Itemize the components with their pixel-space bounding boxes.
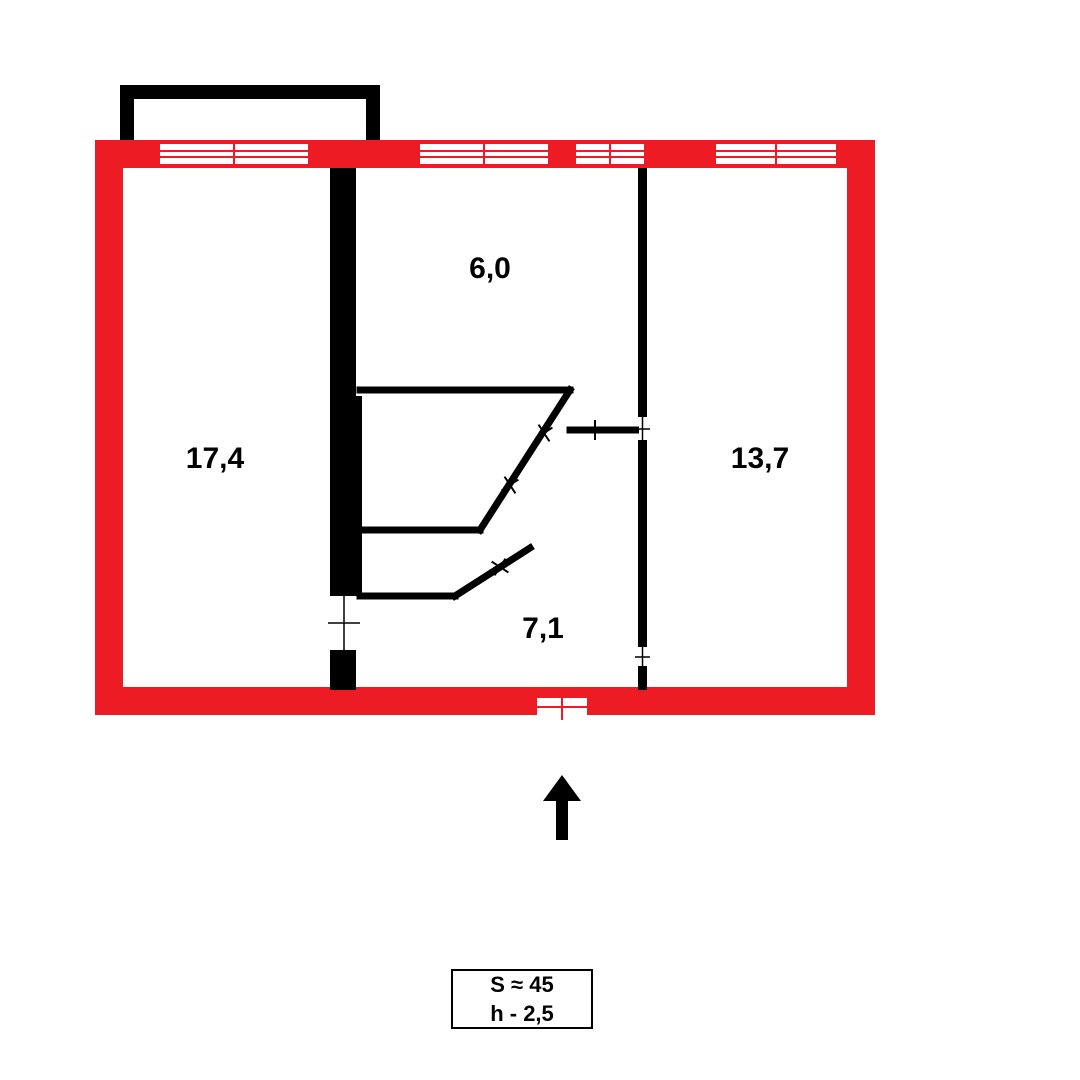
ext-wall-bottom (95, 687, 875, 715)
window (160, 140, 308, 168)
door-opening (635, 414, 650, 444)
window (576, 140, 644, 168)
door-opening (328, 594, 360, 652)
entry-arrow-icon (543, 775, 581, 840)
window (420, 140, 548, 168)
door-opening (635, 644, 650, 670)
floorplan-canvas: 17,4 6,0 7,1 13,7 S ≈ 45 h - 2,5 (0, 0, 1080, 1080)
room-bot-mid-label: 7,1 (522, 612, 564, 645)
room-right-label: 13,7 (731, 442, 789, 475)
ext-wall-right (847, 140, 875, 715)
interior-wall (330, 168, 356, 398)
info-line: S ≈ 45 (490, 972, 553, 997)
interior-wall (330, 650, 356, 690)
interior-wall-thin (638, 440, 647, 647)
interior-wall (330, 396, 362, 596)
balcony-frame (366, 85, 380, 148)
balcony-frame (120, 85, 134, 148)
info-line: h - 2,5 (490, 1001, 554, 1026)
interior-wall-thin (638, 168, 647, 417)
ext-wall-left (95, 140, 123, 715)
room-left-label: 17,4 (186, 442, 245, 475)
window (716, 140, 836, 168)
interior-wall-thin (480, 390, 570, 530)
room-top-mid-label: 6,0 (469, 252, 511, 285)
balcony-frame (120, 85, 380, 99)
interior-wall-thin (455, 548, 530, 596)
info-box: S ≈ 45 h - 2,5 (452, 970, 592, 1028)
door-tick (585, 420, 605, 440)
